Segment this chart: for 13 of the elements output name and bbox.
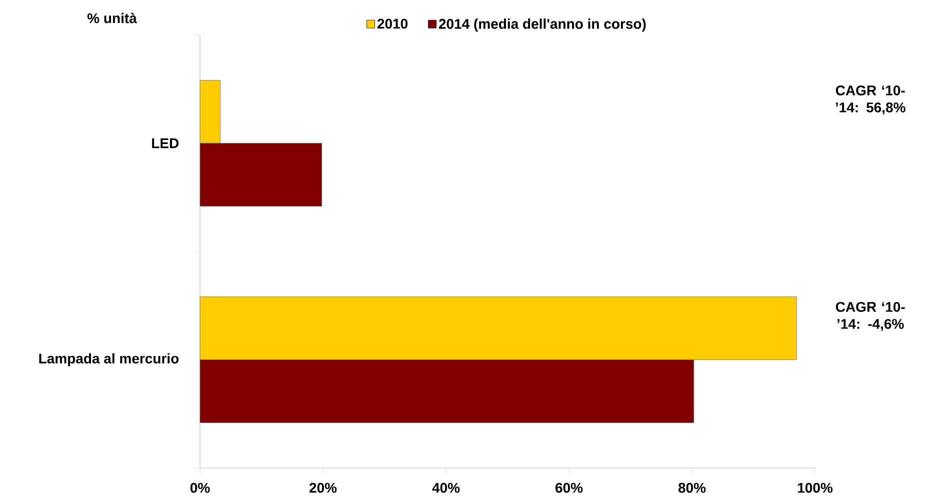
x-tick-label: 80%: [678, 482, 706, 493]
x-tick-label: 100%: [798, 482, 833, 493]
y-axis-title: % unità: [87, 12, 137, 24]
legend-label: 2014 (media dell'anno in corso): [438, 18, 646, 32]
x-tick-label: 20%: [309, 482, 337, 493]
text: CAGR ‘10-’14: 56,8%: [836, 85, 906, 114]
y-tick-label: LED: [152, 138, 179, 148]
x-tick-label: 0%: [190, 482, 210, 493]
text: CAGR ‘10-’14: -4,6%: [836, 302, 905, 331]
y-tick-label: Lampada al mercurio: [39, 353, 179, 366]
x-tick-label: 60%: [556, 482, 583, 493]
x-tick-label: 40%: [432, 482, 460, 493]
legend-label: 2010: [377, 18, 408, 29]
